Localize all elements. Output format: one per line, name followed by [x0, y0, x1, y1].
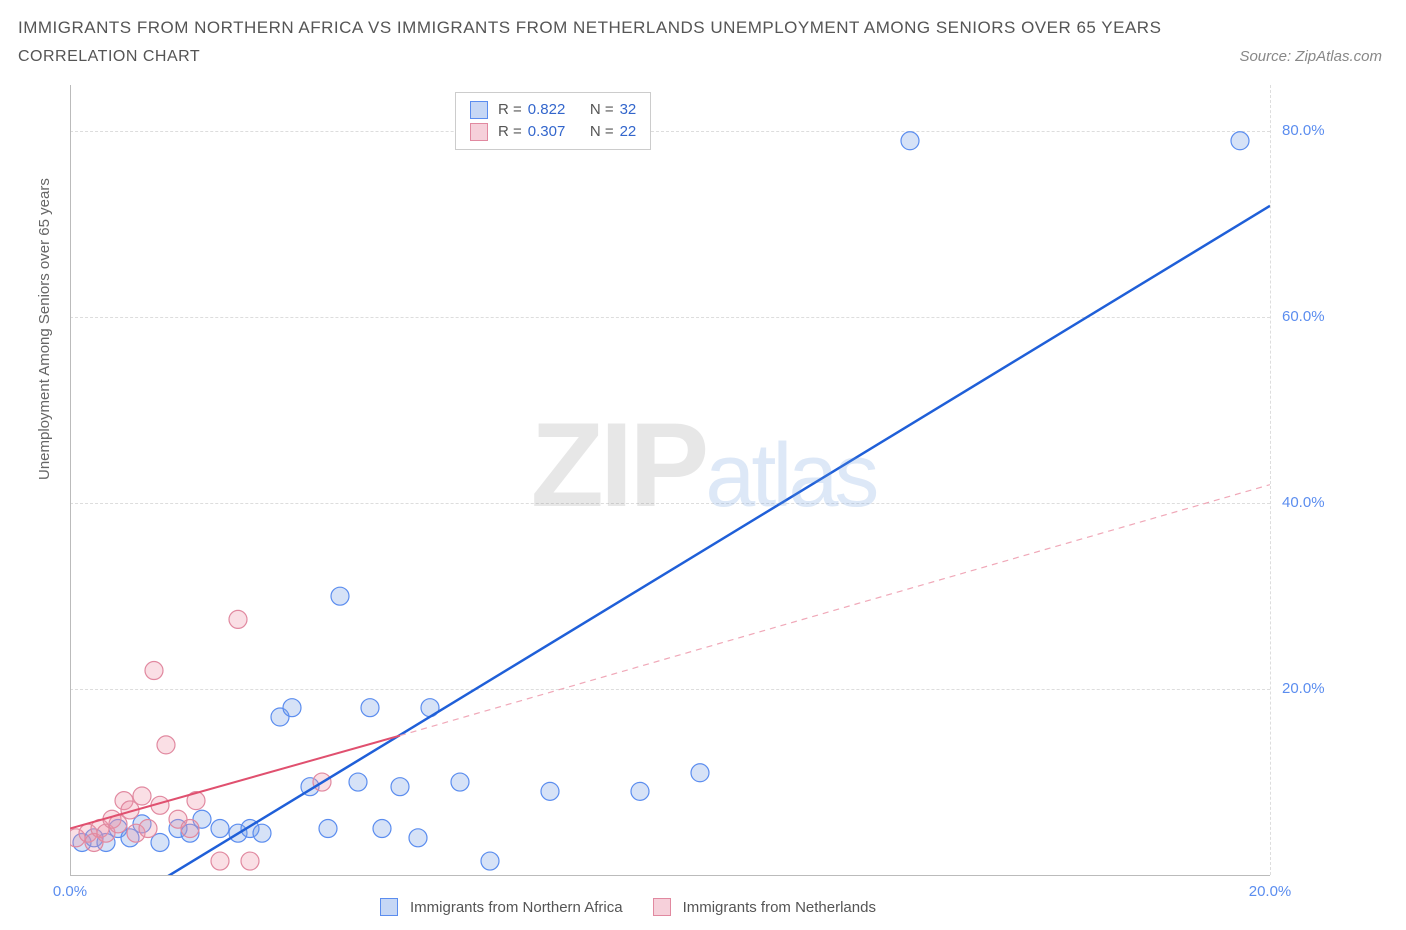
- data-point: [451, 773, 469, 791]
- data-point: [691, 764, 709, 782]
- data-point: [541, 782, 559, 800]
- legend-series-label: Immigrants from Northern Africa: [410, 899, 623, 916]
- r-value: 0.307: [528, 121, 566, 143]
- data-point: [283, 699, 301, 717]
- data-point: [391, 778, 409, 796]
- r-label: R =: [498, 99, 522, 121]
- data-point: [133, 787, 151, 805]
- data-point: [901, 132, 919, 150]
- y-tick-label: 80.0%: [1282, 122, 1325, 139]
- data-point: [349, 773, 367, 791]
- data-point: [631, 782, 649, 800]
- y-axis-label: Unemployment Among Seniors over 65 years: [36, 178, 53, 480]
- legend-series-item: Immigrants from Northern Africa: [380, 898, 623, 916]
- data-point: [211, 852, 229, 870]
- legend-stats: R = 0.822 N = 32R = 0.307 N = 22: [455, 92, 651, 150]
- chart-container: IMMIGRANTS FROM NORTHERN AFRICA VS IMMIG…: [0, 0, 1406, 930]
- x-tick-label: 20.0%: [1249, 883, 1292, 900]
- data-point: [145, 662, 163, 680]
- source-caption: Source: ZipAtlas.com: [1239, 48, 1382, 65]
- legend-stats-row: R = 0.822 N = 32: [470, 99, 636, 121]
- n-label: N =: [590, 99, 614, 121]
- r-value: 0.822: [528, 99, 566, 121]
- data-point: [481, 852, 499, 870]
- legend-swatch: [380, 898, 398, 916]
- r-label: R =: [498, 121, 522, 143]
- x-axis-line: [70, 875, 1270, 876]
- data-point: [229, 610, 247, 628]
- chart-subtitle: CORRELATION CHART: [18, 48, 200, 66]
- data-point: [1231, 132, 1249, 150]
- y-tick-label: 20.0%: [1282, 680, 1325, 697]
- data-point: [211, 820, 229, 838]
- x-tick-label: 0.0%: [53, 883, 87, 900]
- n-value: 22: [620, 121, 637, 143]
- data-point: [331, 587, 349, 605]
- legend-series-item: Immigrants from Netherlands: [653, 898, 876, 916]
- legend-swatch: [470, 101, 488, 119]
- data-point: [139, 820, 157, 838]
- data-point: [253, 824, 271, 842]
- data-point: [181, 820, 199, 838]
- n-value: 32: [620, 99, 637, 121]
- data-point: [361, 699, 379, 717]
- y-tick-label: 40.0%: [1282, 494, 1325, 511]
- data-point: [409, 829, 427, 847]
- y-tick-label: 60.0%: [1282, 308, 1325, 325]
- legend-swatch: [470, 123, 488, 141]
- chart-title: IMMIGRANTS FROM NORTHERN AFRICA VS IMMIG…: [18, 18, 1161, 38]
- legend-stats-row: R = 0.307 N = 22: [470, 121, 636, 143]
- data-point: [373, 820, 391, 838]
- legend-series-label: Immigrants from Netherlands: [683, 899, 876, 916]
- n-label: N =: [590, 121, 614, 143]
- data-point: [241, 852, 259, 870]
- legend-series: Immigrants from Northern Africa Immigrant…: [380, 898, 876, 916]
- legend-swatch: [653, 898, 671, 916]
- scatter-plot: [70, 85, 1270, 875]
- data-point: [319, 820, 337, 838]
- data-point: [157, 736, 175, 754]
